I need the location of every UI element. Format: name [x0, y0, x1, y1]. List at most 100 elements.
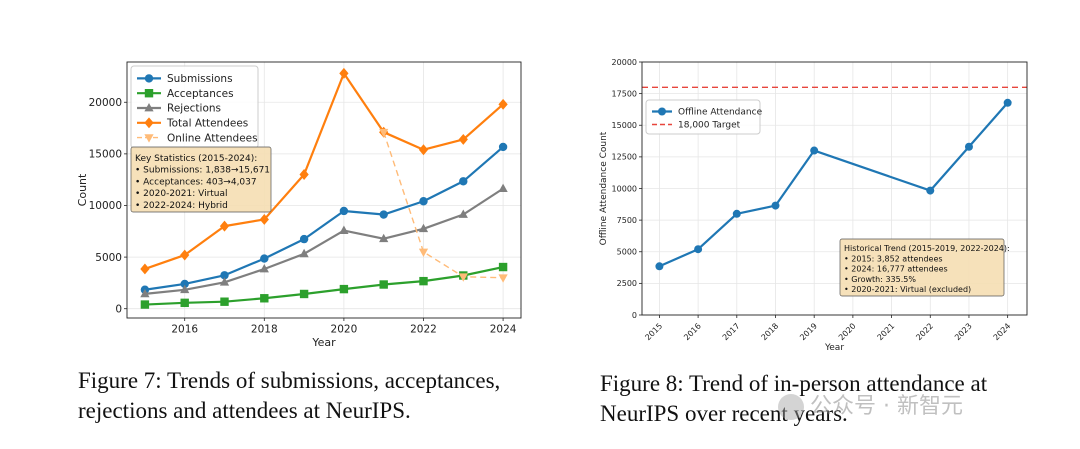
data-point	[926, 186, 935, 195]
figure-8-caption-line-2: NeurIPS over recent years.	[600, 401, 848, 426]
legend-marker	[144, 74, 154, 83]
x-tick-label: 2024	[992, 321, 1013, 342]
data-point	[219, 277, 230, 286]
data-point	[810, 146, 819, 155]
y-tick-label: 2500	[617, 279, 637, 288]
y-tick-label: 0	[632, 311, 637, 320]
stats-box-line: • Growth: 335.5%	[844, 275, 916, 284]
y-tick-label: 5000	[617, 248, 637, 257]
data-point	[771, 201, 780, 210]
legend-marker	[144, 89, 154, 98]
data-point	[299, 234, 309, 244]
data-point	[1003, 98, 1012, 107]
y-axis-label: Offline Attendance Count	[599, 131, 609, 245]
legend-marker	[144, 117, 154, 129]
stats-box-line: Key Statistics (2015-2024):	[135, 154, 257, 164]
legend-item: Online Attendees	[137, 132, 258, 144]
series-online-attendees	[379, 128, 508, 283]
legend-label: Online Attendees	[167, 132, 258, 144]
y-tick-label: 5000	[95, 252, 122, 264]
data-point	[140, 288, 150, 298]
data-point	[379, 210, 388, 219]
legend-item: Submissions	[137, 73, 233, 85]
x-axis-label: Year	[311, 336, 336, 349]
stats-box-line: • 2015: 3,852 attendees	[844, 254, 943, 263]
figure-7-caption: Figure 7: Trends of submissions, accepta…	[78, 366, 500, 426]
stats-box-background	[839, 238, 1005, 297]
data-point	[379, 128, 389, 138]
x-tick-label: 2016	[171, 324, 198, 336]
legend-label: Submissions	[167, 73, 233, 85]
legend-label: Total Attendees	[166, 117, 248, 129]
data-point	[498, 98, 508, 110]
legend-item: Offline Attendance	[652, 107, 763, 118]
series-line	[144, 187, 504, 295]
stats-box-line: • 2022-2024: Hybrid	[135, 201, 228, 211]
plot-frame	[126, 61, 522, 319]
data-point	[694, 245, 703, 254]
x-tick-label: 2018	[760, 321, 781, 342]
wechat-icon	[778, 394, 804, 420]
data-point	[180, 249, 190, 261]
data-point	[140, 300, 150, 309]
legend-item: 18,000 Target	[652, 121, 741, 131]
stats-box-line: • 2020-2021: Virtual (excluded)	[844, 285, 971, 294]
x-tick-label: 2021	[876, 321, 897, 342]
y-tick-label: 0	[115, 303, 122, 315]
x-tick-label: 2020	[837, 321, 858, 342]
data-point	[220, 297, 229, 306]
legend-label: Acceptances	[167, 88, 234, 100]
data-point	[379, 233, 389, 243]
stats-box-line: • Submissions: 1,838→15,671	[135, 166, 270, 176]
figure-8-caption: Figure 8: Trend of in-person attendance …	[600, 369, 987, 429]
data-point	[259, 213, 269, 225]
data-point	[180, 279, 189, 289]
chart-figure-8: 0 2500 5000 7500 10000 12500 15000 17500 20000 20…	[599, 58, 1028, 353]
x-tick-label: 2022	[914, 321, 935, 342]
x-tick-label: 2024	[490, 324, 517, 336]
series-offline-attendance	[655, 98, 1012, 271]
y-axis-label: Count	[76, 173, 89, 206]
stats-box: Historical Trend (2015-2019, 2022-2024):…	[839, 238, 1010, 297]
data-point	[299, 169, 309, 180]
data-point	[459, 177, 468, 186]
series-line	[144, 146, 504, 291]
stats-box: Key Statistics (2015-2024): • Submissions…	[130, 146, 272, 213]
data-point	[220, 271, 229, 280]
data-point	[458, 273, 468, 282]
data-point	[339, 67, 349, 79]
x-tick-label: 2016	[682, 321, 703, 342]
data-point	[732, 209, 741, 218]
x-axis-label: Year	[824, 343, 844, 353]
data-point	[299, 248, 309, 258]
series-line	[658, 102, 1009, 268]
data-point	[419, 276, 428, 286]
y-tick-label: 17500	[612, 89, 637, 98]
x-tick-label: 2023	[953, 321, 974, 342]
y-tick-label: 15000	[89, 149, 122, 161]
figure-7-caption-line-1: Figure 7: Trends of submissions, accepta…	[78, 368, 501, 393]
stats-box-line: • Acceptances: 403→4,037	[135, 177, 257, 187]
data-point	[418, 248, 429, 257]
legend-item: Acceptances	[137, 88, 234, 100]
x-tick-label: 2015	[643, 321, 664, 342]
data-point	[140, 263, 150, 275]
x-tick-label: 2018	[251, 324, 278, 336]
data-point	[260, 294, 269, 303]
y-tick-label: 15000	[612, 121, 637, 130]
data-point	[419, 197, 428, 206]
x-tick-label: 2019	[798, 321, 819, 342]
y-tick-label: 10000	[612, 184, 637, 193]
y-tick-label: 20000	[89, 97, 122, 109]
chart-figure-7: 0 5000 10000 15000 20000 2016 2018 2020 2022 2024…	[76, 61, 522, 349]
data-point	[458, 133, 468, 145]
data-point	[458, 209, 468, 218]
stats-box-line: • 2020-2021: Virtual	[135, 189, 228, 199]
series-rejections	[140, 183, 508, 298]
data-point	[964, 142, 973, 151]
figure-8-caption-line-1: Figure 8: Trend of in-person attendance …	[600, 371, 988, 396]
series-acceptances	[140, 262, 508, 309]
legend-label: 18,000 Target	[678, 121, 741, 131]
data-point	[180, 284, 190, 294]
